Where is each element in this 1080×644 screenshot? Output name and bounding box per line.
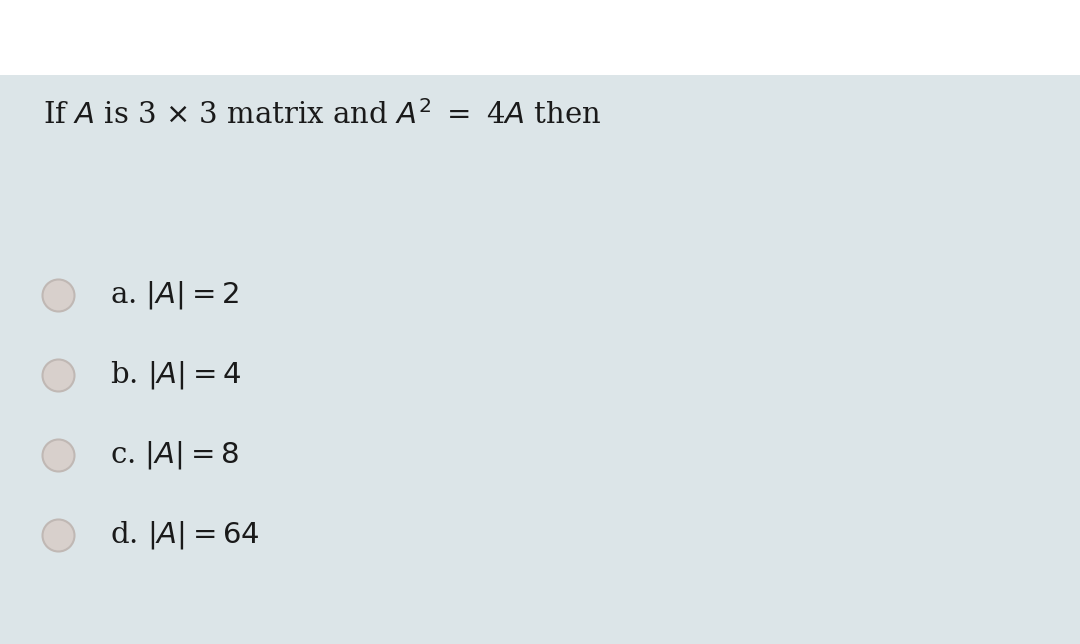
Text: c. $|A| = 8$: c. $|A| = 8$ [110,439,239,471]
Point [50,370,67,380]
Text: a. $|A| = 2$: a. $|A| = 2$ [110,279,239,311]
Text: b. $|A| = 4$: b. $|A| = 4$ [110,359,241,391]
Point [50,450,67,460]
Point [50,530,67,540]
FancyBboxPatch shape [0,0,1080,75]
Point [50,290,67,300]
Text: d. $|A| = 64$: d. $|A| = 64$ [110,519,260,551]
Text: If $\mathit{A}$ is 3 $\times$ 3 matrix and $\mathit{A}^2$ $=$ 4$\mathit{A}$ then: If $\mathit{A}$ is 3 $\times$ 3 matrix a… [43,100,602,130]
